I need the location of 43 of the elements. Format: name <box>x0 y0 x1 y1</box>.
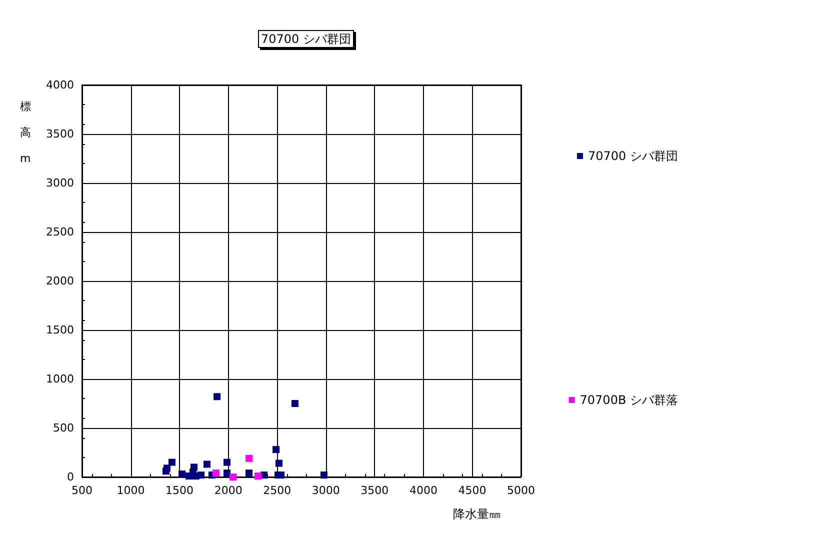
point <box>291 400 298 407</box>
point <box>223 470 230 477</box>
point <box>203 460 210 468</box>
point <box>214 393 221 400</box>
x-tick-label: 500 <box>72 484 92 497</box>
x-tick-label: 3000 <box>312 484 340 497</box>
point <box>320 472 328 479</box>
point <box>190 464 198 471</box>
legend-label: 70700B シバ群落 <box>580 393 678 407</box>
point <box>198 472 205 479</box>
point <box>278 472 285 479</box>
y-tick-label: 0 <box>67 470 74 484</box>
legend-label: 70700 シバ群団 <box>588 149 678 163</box>
y-tick-label: 1000 <box>46 372 74 386</box>
y-tick-label: 500 <box>53 422 74 434</box>
point <box>163 464 170 472</box>
point <box>254 472 262 480</box>
x-tick-label: 1000 <box>116 484 145 497</box>
x-tick-label: 2000 <box>214 484 242 497</box>
point <box>230 474 237 480</box>
point <box>223 458 230 466</box>
point <box>212 470 220 477</box>
x-axis-title: 降水量㎜ <box>453 507 501 521</box>
y-tick-label: 2000 <box>46 274 74 288</box>
x-tick-label: 4000 <box>409 484 438 497</box>
y-tick-label: 3000 <box>46 176 74 190</box>
x-tick-label: 3500 <box>360 484 389 497</box>
x-tick-label: 4500 <box>458 484 486 497</box>
point <box>246 470 253 477</box>
x-tick-label: 5000 <box>507 484 535 497</box>
y-tick-label: 3500 <box>46 128 74 140</box>
point <box>246 454 253 462</box>
x-tick-label: 1500 <box>166 484 194 497</box>
y-tick-label: 1500 <box>46 324 74 336</box>
x-tick-label: 2500 <box>263 484 292 497</box>
chart-title: 70700 シバ群団 <box>261 32 351 46</box>
point <box>272 446 280 454</box>
point <box>178 470 186 478</box>
point <box>275 460 282 467</box>
y-tick-label: 4000 <box>46 78 74 92</box>
point <box>168 458 176 466</box>
y-axis-title: 標高m <box>20 100 31 165</box>
y-tick-label: 2500 <box>46 226 74 238</box>
